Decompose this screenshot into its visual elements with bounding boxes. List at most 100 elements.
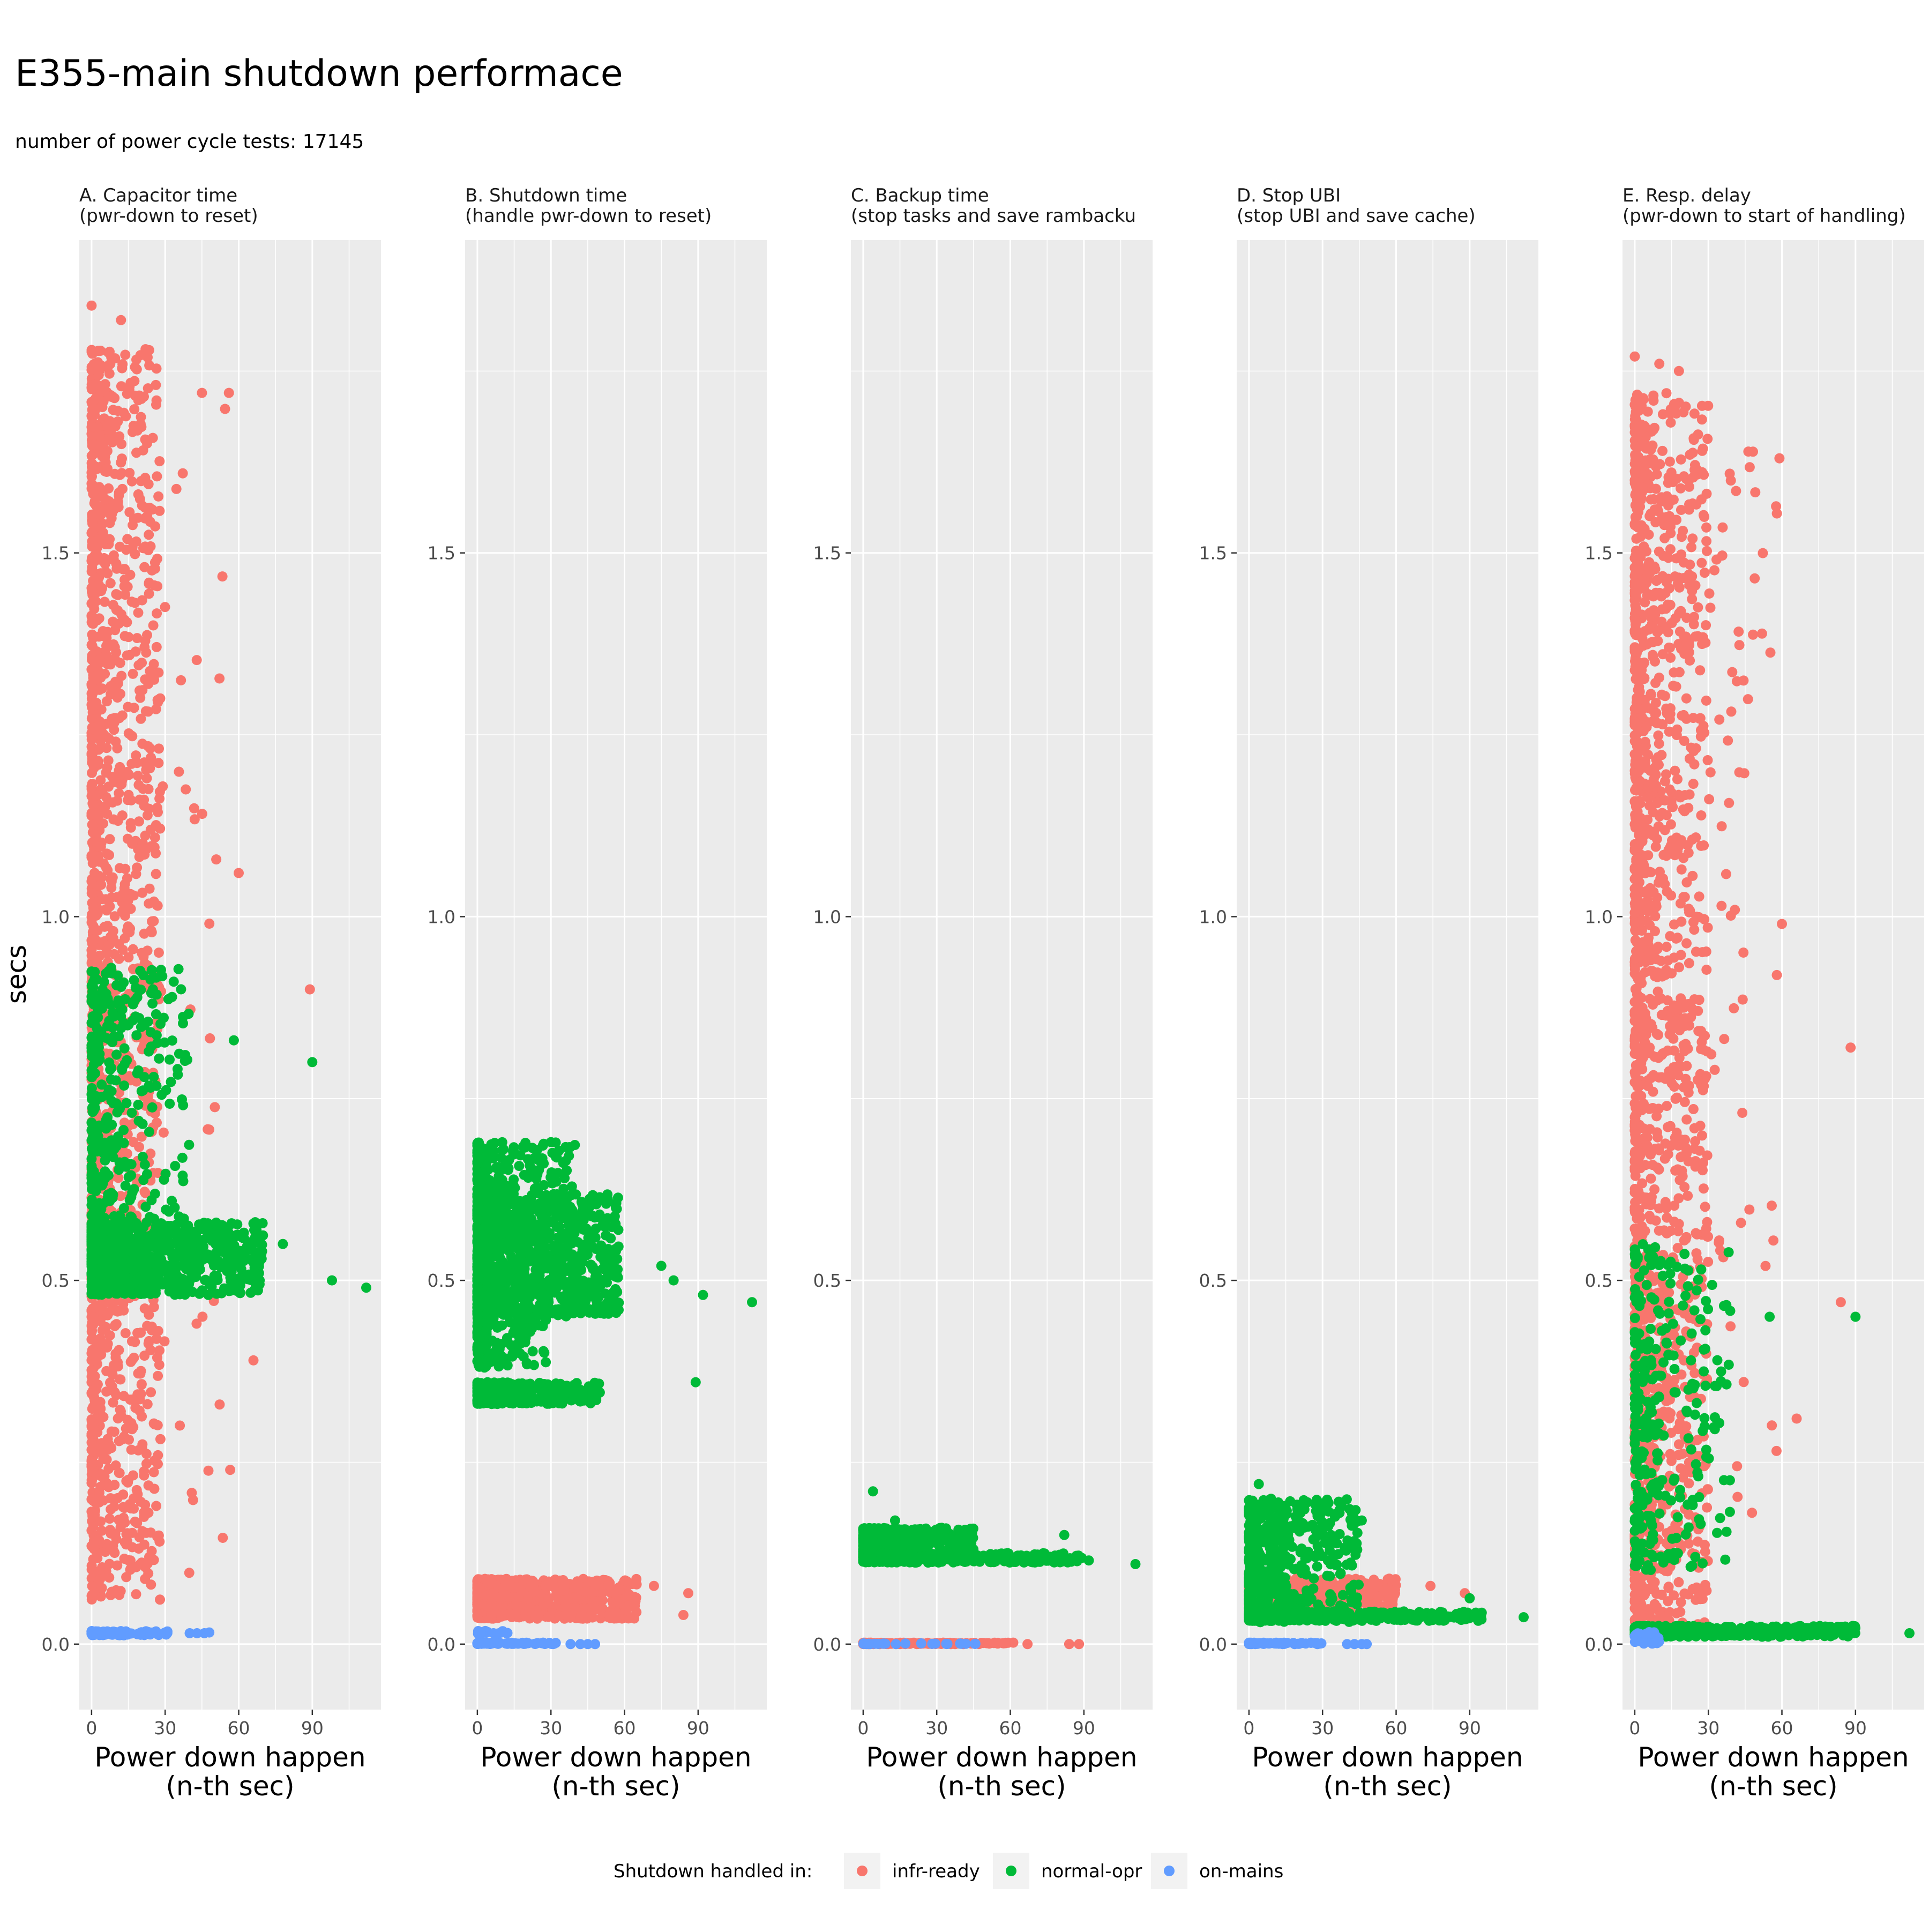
point-normal-opr: [115, 1158, 125, 1168]
panel-background: [465, 240, 767, 1710]
point-infr-ready: [113, 416, 123, 427]
point-infr-ready: [93, 422, 103, 432]
point-normal-opr: [116, 1023, 126, 1033]
point-on-mains: [86, 1629, 96, 1639]
point-infr-ready: [87, 722, 98, 733]
point-normal-opr: [147, 1238, 158, 1248]
point-infr-ready: [151, 400, 161, 410]
point-infr-ready: [139, 562, 149, 572]
point-normal-opr: [307, 1057, 317, 1067]
point-normal-opr: [553, 1233, 563, 1243]
point-infr-ready: [178, 468, 188, 479]
point-normal-opr: [167, 1259, 177, 1270]
point-normal-opr: [184, 1140, 194, 1150]
point-infr-ready: [94, 370, 104, 380]
point-on-mains: [147, 1628, 158, 1638]
point-infr-ready: [136, 1389, 146, 1399]
point-infr-ready: [131, 1589, 141, 1599]
point-normal-opr: [255, 1247, 265, 1257]
point-infr-ready: [141, 844, 152, 854]
point-infr-ready: [99, 1412, 109, 1422]
point-normal-opr: [112, 1270, 122, 1280]
point-infr-ready: [114, 1468, 124, 1478]
point-infr-ready: [94, 1535, 104, 1545]
point-infr-ready: [113, 406, 123, 416]
point-infr-ready: [502, 1592, 512, 1602]
point-infr-ready: [152, 471, 162, 481]
point-infr-ready: [117, 484, 128, 494]
point-infr-ready: [189, 803, 199, 814]
point-normal-opr: [209, 1260, 219, 1271]
point-normal-opr: [151, 1009, 161, 1019]
point-infr-ready: [102, 905, 112, 915]
point-infr-ready: [144, 578, 154, 588]
point-normal-opr: [89, 1011, 99, 1021]
point-infr-ready: [98, 527, 108, 538]
point-infr-ready: [120, 350, 130, 360]
point-infr-ready: [133, 1368, 143, 1378]
point-normal-opr: [126, 1212, 137, 1222]
point-infr-ready: [224, 388, 234, 398]
point-normal-opr: [95, 1264, 106, 1274]
point-infr-ready: [159, 1128, 169, 1138]
point-normal-opr: [119, 1043, 130, 1054]
point-infr-ready: [87, 641, 98, 651]
point-normal-opr: [176, 984, 186, 995]
point-normal-opr: [508, 1274, 518, 1285]
point-infr-ready: [106, 578, 116, 588]
point-normal-opr: [221, 1256, 231, 1266]
point-infr-ready: [137, 501, 147, 511]
point-infr-ready: [86, 1334, 96, 1345]
point-normal-opr: [87, 1144, 98, 1154]
point-infr-ready: [139, 642, 149, 652]
point-infr-ready: [134, 816, 144, 826]
point-infr-ready: [92, 379, 102, 390]
point-normal-opr: [91, 1132, 101, 1142]
point-normal-opr: [177, 1153, 188, 1163]
point-infr-ready: [126, 1503, 136, 1513]
point-infr-ready: [108, 933, 118, 943]
point-infr-ready: [100, 495, 110, 505]
point-normal-opr: [138, 1152, 148, 1162]
point-infr-ready: [112, 743, 122, 754]
point-infr-ready: [149, 1419, 159, 1429]
point-infr-ready: [130, 549, 140, 559]
point-normal-opr: [88, 977, 98, 987]
point-infr-ready: [140, 1303, 150, 1314]
point-normal-opr: [118, 1216, 128, 1226]
point-infr-ready: [154, 948, 164, 958]
point-normal-opr: [101, 1115, 111, 1125]
point-infr-ready: [94, 572, 104, 583]
point-normal-opr: [98, 984, 108, 995]
x-tick-label: 0: [86, 1718, 97, 1739]
point-infr-ready: [89, 1396, 100, 1406]
point-normal-opr: [87, 1066, 98, 1077]
point-normal-opr: [510, 1286, 520, 1296]
point-infr-ready: [123, 921, 133, 931]
point-infr-ready: [305, 984, 315, 995]
point-infr-ready: [152, 608, 162, 618]
point-normal-opr: [185, 1276, 195, 1286]
point-infr-ready: [511, 1609, 521, 1619]
point-normal-opr: [255, 1275, 265, 1286]
y-tick-label: 0.0: [42, 1634, 70, 1655]
point-infr-ready: [119, 933, 130, 943]
point-normal-opr: [132, 1068, 143, 1078]
point-infr-ready: [150, 557, 160, 568]
point-normal-opr: [148, 1072, 159, 1082]
point-normal-opr: [103, 966, 114, 976]
point-normal-opr: [602, 1278, 612, 1288]
point-infr-ready: [139, 1508, 149, 1518]
point-normal-opr: [145, 1212, 155, 1222]
point-normal-opr: [238, 1256, 249, 1266]
point-infr-ready: [139, 1466, 149, 1476]
point-infr-ready: [592, 1579, 602, 1590]
point-normal-opr: [137, 1086, 147, 1096]
point-infr-ready: [101, 863, 111, 873]
point-infr-ready: [150, 521, 160, 532]
point-infr-ready: [109, 949, 119, 959]
point-infr-ready: [87, 347, 97, 357]
point-infr-ready: [126, 759, 137, 769]
point-normal-opr: [201, 1253, 212, 1263]
point-infr-ready: [137, 1443, 147, 1453]
